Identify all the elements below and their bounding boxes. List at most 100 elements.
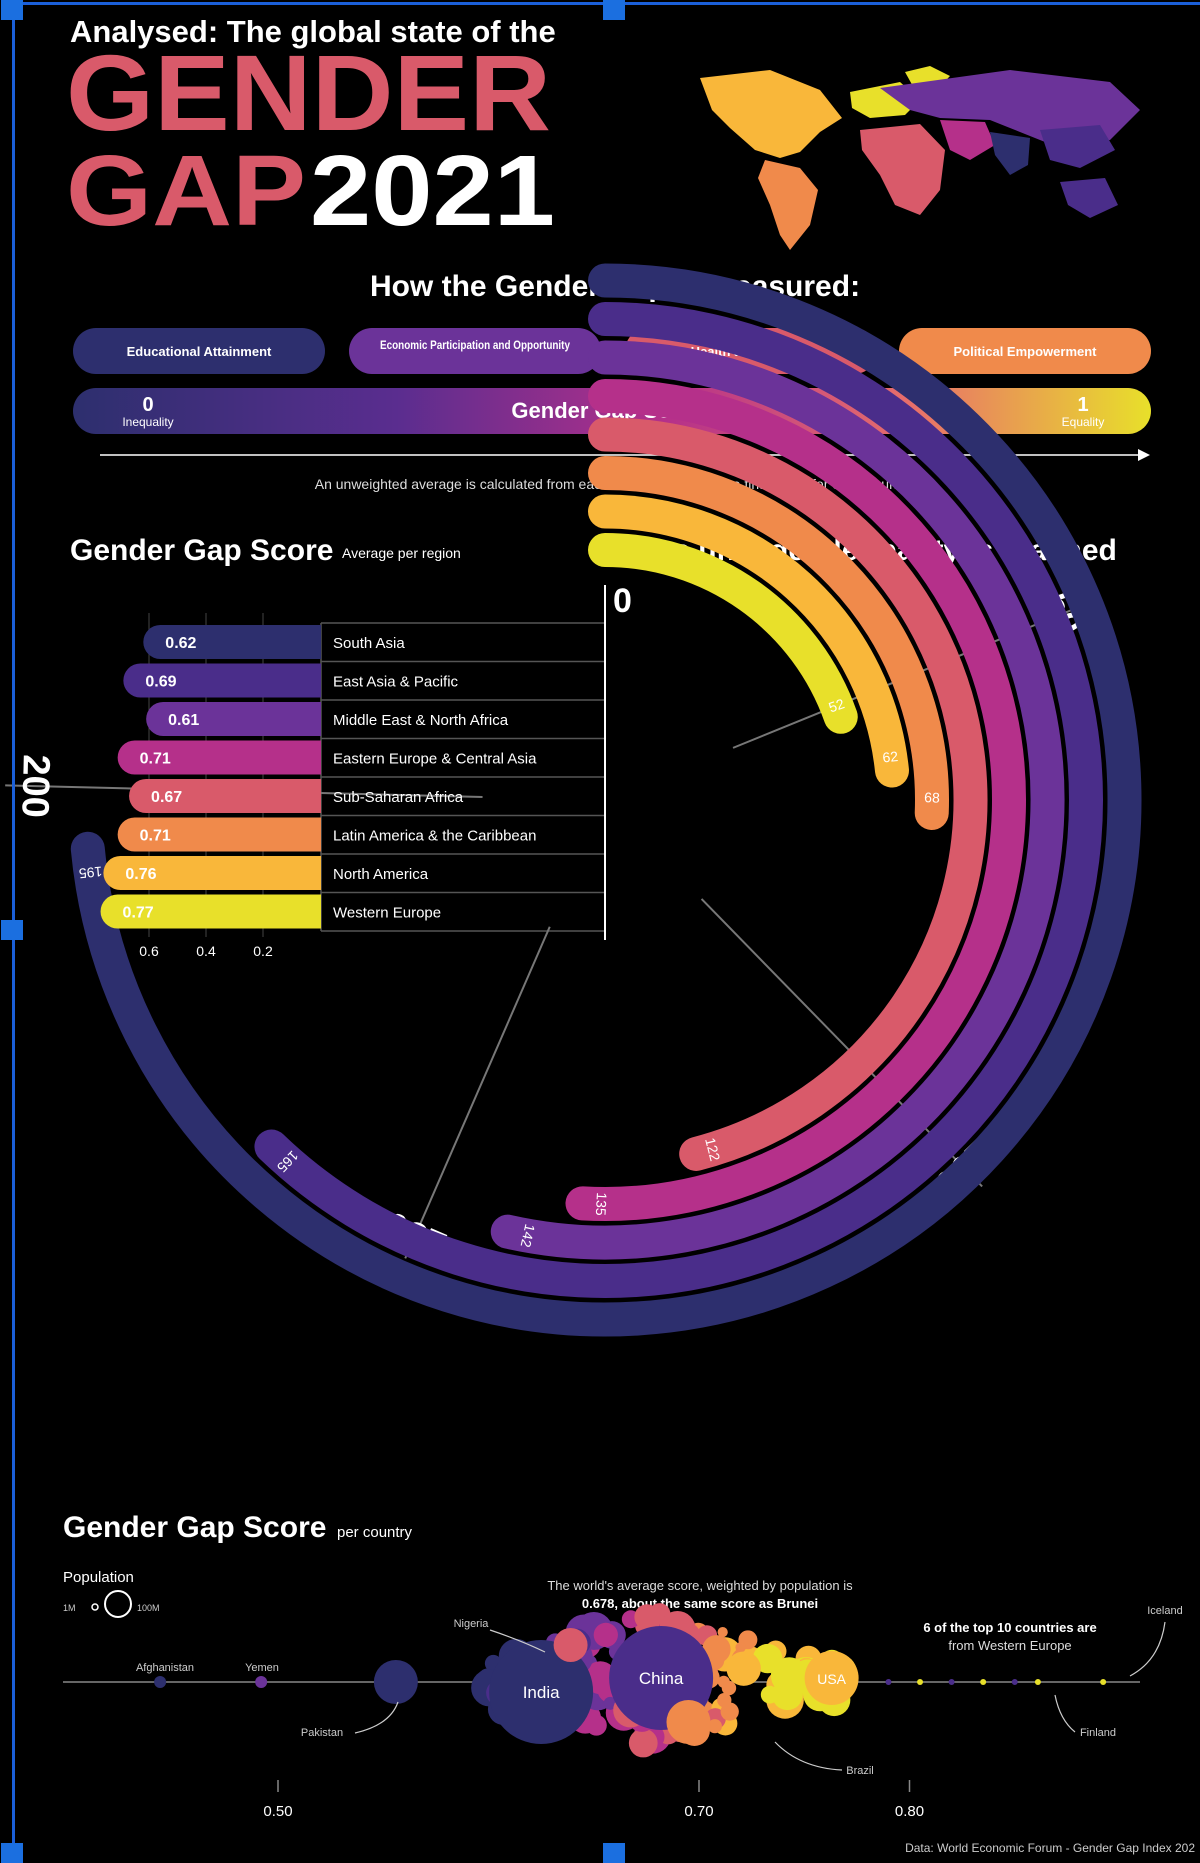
score-bar — [143, 625, 321, 659]
country-axis-tick-label: 0.80 — [895, 1803, 924, 1820]
score-bar — [103, 856, 322, 890]
scale-arrow-head — [1138, 449, 1150, 461]
subindex-pill-political — [899, 328, 1151, 374]
years-arc — [588, 456, 949, 830]
country-bubble — [585, 1714, 607, 1736]
country-label: China — [639, 1669, 684, 1688]
subindex-pill-education — [73, 328, 325, 374]
region-label: South Asia — [333, 635, 405, 652]
world-average-note-line1: The world's average score, weighted by p… — [547, 1578, 853, 1593]
country-bubble — [980, 1679, 987, 1685]
score-bar — [129, 779, 321, 813]
country-bubble — [720, 1702, 739, 1721]
years-arc — [588, 417, 988, 1171]
score-value-label: 0.71 — [140, 751, 171, 768]
country-bubble-yemen — [255, 1676, 268, 1688]
country-bubble — [702, 1635, 731, 1664]
leader-line — [1054, 1694, 1076, 1733]
years-tick-label: 200 — [13, 754, 57, 818]
country-bubble — [1011, 1679, 1018, 1685]
score-bar-end — [290, 625, 321, 659]
country-section-subtitle: per country — [337, 1524, 413, 1541]
top10-note-line1: 6 of the top 10 countries are — [923, 1620, 1096, 1635]
country-label: Brazil — [846, 1765, 874, 1777]
country-bubble — [603, 1696, 617, 1710]
selection-handle-mid-left[interactable] — [1, 920, 23, 940]
years-value-label: 135 — [593, 1192, 610, 1216]
population-legend-large-circle — [104, 1590, 132, 1618]
selection-handle-bottom-mid[interactable] — [603, 1843, 625, 1863]
leader-line — [489, 1629, 546, 1653]
years-arc — [254, 302, 1103, 1298]
score-bar — [100, 894, 321, 929]
country-bubble-nigeria — [553, 1628, 588, 1662]
country-bubble — [634, 1604, 660, 1630]
years-radial-tick — [404, 926, 551, 1259]
country-label: Yemen — [245, 1662, 279, 1674]
subindex-pill-economic — [349, 328, 601, 374]
score-bar — [123, 663, 321, 698]
country-label: Afghanistan — [136, 1662, 194, 1674]
population-legend-large: 100M — [137, 1603, 160, 1613]
score-value-label: 0.62 — [165, 635, 196, 652]
score-bar-end — [290, 740, 321, 775]
country-bubble — [760, 1685, 779, 1704]
years-value-label: 52 — [826, 695, 846, 715]
years-arc — [588, 533, 858, 734]
region-label: Middle East & North Africa — [333, 712, 509, 729]
years-arc — [588, 494, 909, 788]
country-axis-tick-label: 0.50 — [263, 1803, 292, 1820]
country-label: Pakistan — [301, 1727, 343, 1739]
world-map — [700, 66, 1140, 250]
header-title-gender: GENDER — [66, 32, 551, 153]
score-bar — [117, 817, 322, 852]
country-bubble — [885, 1679, 892, 1685]
score-bar-end — [290, 779, 321, 813]
country-bubble-iceland — [1100, 1679, 1107, 1685]
score-value-label: 0.61 — [168, 712, 199, 729]
score-value-label: 0.76 — [125, 866, 156, 883]
country-label: Iceland — [1147, 1605, 1182, 1617]
country-label: India — [523, 1683, 560, 1702]
years-arc — [490, 340, 1065, 1260]
population-legend-small: 1M — [63, 1603, 76, 1613]
score-bar-end — [290, 817, 321, 852]
country-label: Finland — [1080, 1727, 1116, 1739]
selection-handle-top-left[interactable] — [1, 0, 23, 20]
score-scale-max-value: 1 — [1077, 394, 1088, 416]
score-bar-end — [290, 702, 321, 736]
subindex-label-economic: Economic Participation and Opportunity — [380, 338, 570, 352]
top10-note-line2: from Western Europe — [948, 1638, 1071, 1653]
subindex-label-economic-text: Economic Participation and Opportunity — [380, 338, 570, 352]
country-bubble — [717, 1627, 728, 1638]
country-bubble-afghanistan — [154, 1676, 167, 1688]
region-label: North America — [333, 866, 429, 883]
country-bubble — [735, 1642, 746, 1653]
score-bar-end — [290, 856, 321, 890]
region-label: East Asia & Pacific — [333, 674, 459, 691]
score-scale-min-label: Inequality — [122, 415, 173, 429]
score-bar — [146, 702, 321, 736]
region-label: Latin America & the Caribbean — [333, 828, 536, 845]
years-value-label: 122 — [702, 1136, 723, 1163]
region-left-title: Gender Gap Score — [70, 534, 333, 567]
country-bubble — [726, 1651, 761, 1686]
selection-handle-top-mid[interactable] — [603, 0, 625, 20]
leader-line — [354, 1701, 399, 1734]
population-legend-small-circle — [91, 1603, 99, 1611]
region-left-subtitle: Average per region — [342, 545, 461, 561]
header-title-gap: GAP — [66, 135, 306, 247]
country-bubble — [917, 1679, 924, 1685]
score-bar — [117, 740, 322, 775]
score-value-label: 0.67 — [151, 789, 182, 806]
score-bar-end — [290, 894, 321, 929]
score-axis-tick-label: 0.4 — [196, 943, 216, 959]
years-value-label: 62 — [882, 748, 899, 766]
selection-handle-bottom-left[interactable] — [1, 1843, 23, 1863]
years-arc — [565, 379, 1027, 1221]
region-label: Sub-Saharan Africa — [333, 789, 464, 806]
country-bubble-brazil — [666, 1700, 711, 1744]
leader-line — [1129, 1621, 1166, 1677]
